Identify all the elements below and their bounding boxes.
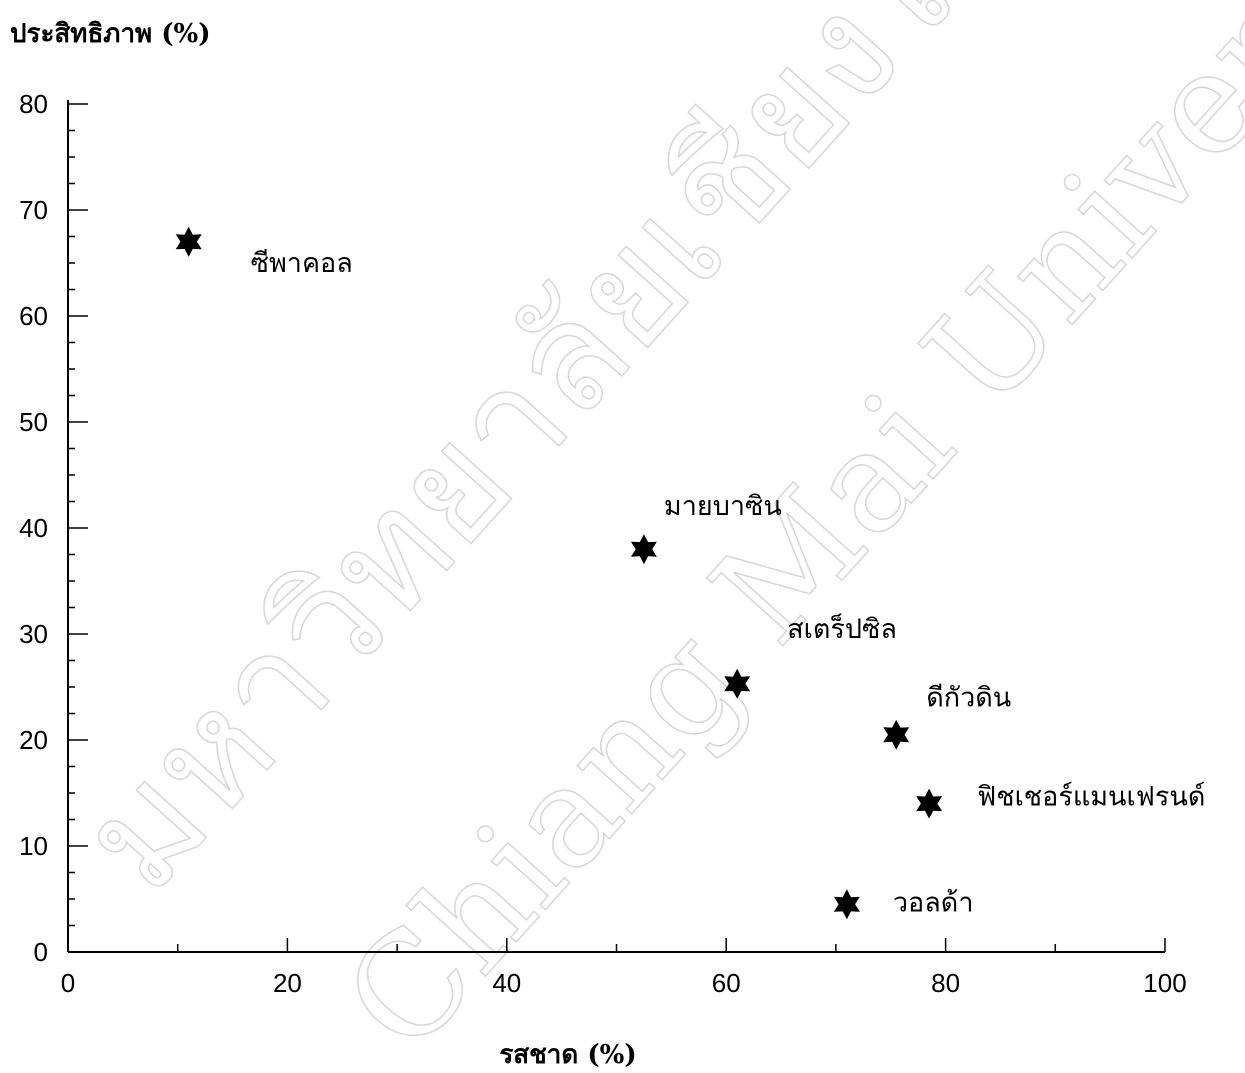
data-point-star <box>724 668 751 699</box>
data-point-label: มายบาซิน <box>664 491 782 522</box>
y-tick-label: 40 <box>19 513 48 543</box>
y-tick-label: 20 <box>19 725 48 755</box>
axis-ticks: 0 20 40 60 80 100 0 10 20 30 40 50 60 70 80 <box>19 89 1187 998</box>
x-tick-label: 100 <box>1143 968 1186 998</box>
y-tick-label: 0 <box>34 937 48 967</box>
y-tick-label: 70 <box>19 195 48 225</box>
data-point-star <box>175 226 202 257</box>
data-point-star <box>833 889 860 920</box>
data-point-label: สเตร็ปซิล <box>787 611 897 645</box>
data-point-star <box>883 719 910 750</box>
data-point-label: ฟิชเชอร์แมนเฟรนด์ <box>977 781 1205 813</box>
x-tick-label: 80 <box>931 968 960 998</box>
data-point-label: ซีพาคอล <box>251 248 353 279</box>
y-tick-label: 60 <box>19 301 48 331</box>
data-point-label: วอลด้า <box>893 887 974 918</box>
x-tick-label: 20 <box>273 968 302 998</box>
data-point-label: ดีกัวดิน <box>926 683 1011 714</box>
watermark: มหาวิทยาลัยเชียงใหม่ Chiang Mai Universi… <box>47 0 1245 1073</box>
data-points: ซีพาคอลมายบาซินสเตร็ปซิลดีกัวดินฟิชเชอร์… <box>175 226 1205 920</box>
x-tick-label: 60 <box>712 968 741 998</box>
data-point-star <box>630 534 657 565</box>
x-tick-label: 40 <box>492 968 521 998</box>
data-point-star <box>916 788 943 819</box>
y-tick-label: 30 <box>19 619 48 649</box>
x-axis-title: รสชาด (%) <box>499 1040 636 1070</box>
y-tick-label: 10 <box>19 831 48 861</box>
x-tick-label: 0 <box>61 968 75 998</box>
y-axis-title: ประสิทธิภาพ (%) <box>10 19 211 49</box>
y-tick-label: 50 <box>19 407 48 437</box>
y-tick-label: 80 <box>19 89 48 119</box>
